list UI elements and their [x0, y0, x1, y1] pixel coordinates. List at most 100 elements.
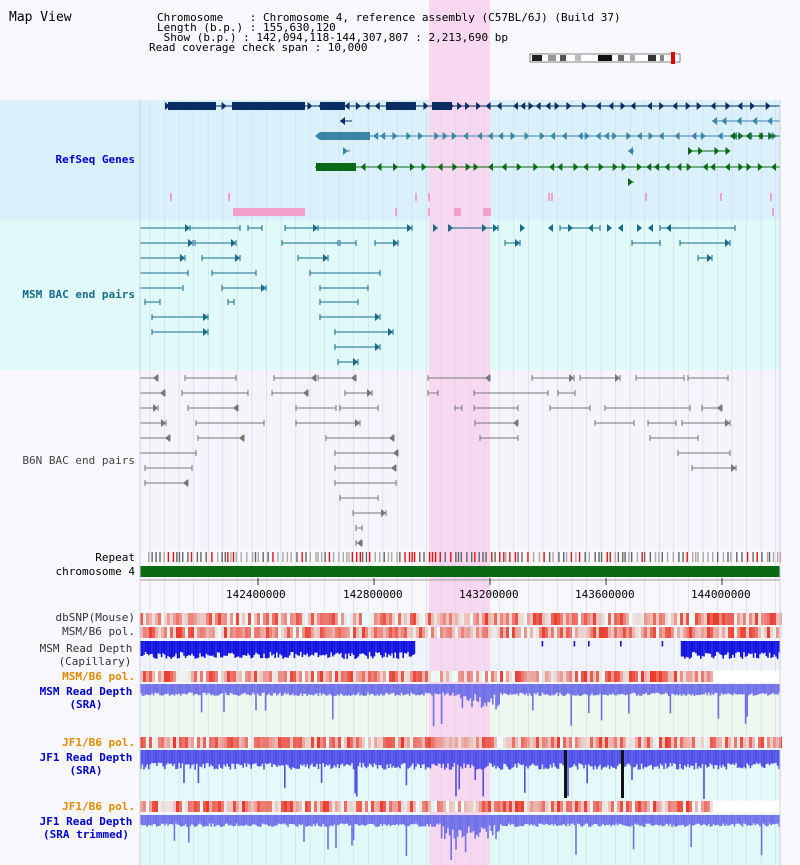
msm-sra-depth-bar [511, 684, 513, 695]
track-label-refseq[interactable]: RefSeq Genes [55, 153, 135, 166]
track-label-jf1-depth-sra-2[interactable]: (SRA) [69, 764, 103, 777]
track-label-jf1-b6-pol[interactable]: JF1/B6 pol. [62, 736, 135, 749]
msm-sra-depth-bar [151, 684, 153, 694]
msm-pol-heat-cell [743, 627, 746, 638]
jf1-trim-depth-bar [764, 815, 766, 825]
jf1-sra-depth-bar [389, 750, 392, 764]
msm-sra-depth-bar [535, 684, 537, 695]
jf1-pol2-heat-cell [488, 801, 491, 812]
dbsnp-heat-cell [215, 613, 218, 625]
msm-capillary-depth-bar [320, 641, 323, 656]
jf1-sra-depth-bar [288, 750, 291, 768]
jf1-trim-depth-bar [173, 815, 176, 841]
jf1-sra-depth-bar [183, 750, 185, 784]
jf1-sra-depth-bar [669, 750, 672, 764]
bac-end-marker [261, 284, 266, 292]
dbsnp-heat-cell [644, 613, 647, 625]
msm-sra-depth-bar [517, 684, 520, 696]
jf1-pol2-heat-cell [614, 801, 617, 812]
msm-sra-depth-bar [242, 684, 244, 694]
repeat-element [485, 552, 487, 562]
msm-pol2-heat-cell [398, 671, 401, 682]
msm-pol2-heat-cell [746, 671, 749, 682]
track-label-msm-depth-sra-1[interactable]: MSM Read Depth [39, 685, 133, 698]
dbsnp-heat-cell [722, 613, 725, 625]
dbsnp-heat-cell [194, 613, 197, 625]
msm-capillary-depth-bar [696, 641, 699, 656]
jf1-pol-heat-cell [656, 737, 659, 748]
msm-pol-heat-cell [239, 627, 242, 638]
jf1-pol2-heat-cell [659, 801, 662, 812]
jf1-sra-depth-bar [503, 750, 505, 764]
jf1-sra-depth-bar [538, 750, 540, 770]
msm-sra-depth-bar [452, 684, 454, 693]
track-label-msm-b6-pol-2[interactable]: MSM/B6 pol. [62, 670, 135, 683]
msm-pol2-heat-cell [518, 671, 521, 682]
track-label-b6n-bac[interactable]: B6N BAC end pairs [22, 454, 135, 467]
repeat-element [217, 552, 219, 562]
msm-sra-depth-bar [328, 684, 331, 694]
track-label-msm-depth-sra-2[interactable]: (SRA) [69, 698, 103, 711]
jf1-sra-depth-bar [508, 750, 510, 770]
msm-pol-heat-cell [539, 627, 542, 638]
msm-capillary-depth-bar [386, 641, 388, 658]
jf1-pol2-heat-cell [719, 801, 722, 812]
msm-sra-depth-bar [600, 684, 603, 721]
track-label-msm-depth-capillary-2[interactable]: (Capillary) [58, 655, 132, 668]
gene-exon-arrow [584, 132, 590, 140]
track-label-repeat[interactable]: Repeat [95, 551, 135, 564]
jf1-sra-depth-bar [255, 750, 257, 764]
msm-pol2-heat-cell [488, 671, 491, 682]
msm-pol2-heat-cell [752, 671, 755, 682]
gene-exon-arrow [510, 132, 516, 140]
jf1-sra-depth-bar [245, 750, 248, 767]
msm-sra-depth-bar [736, 684, 739, 695]
gene-exon-arrow [730, 132, 735, 140]
jf1-trim-depth-bar [685, 815, 688, 827]
jf1-trim-depth-bar [696, 815, 699, 824]
track-label-jf1-depth-trim-1[interactable]: JF1 Read Depth [39, 815, 133, 828]
msm-pol2-heat-cell [275, 671, 278, 682]
jf1-sra-depth-bar [397, 750, 400, 767]
repeat-element [396, 552, 398, 562]
track-label-msm-depth-capillary-1[interactable]: MSM Read Depth [39, 642, 133, 655]
msm-capillary-depth-bar [164, 641, 166, 655]
jf1-sra-depth-bar [776, 750, 779, 766]
msm-capillary-depth-bar [298, 641, 300, 656]
repeat-element [346, 552, 348, 562]
jf1-pol-heat-cell [161, 737, 164, 748]
msm-sra-depth-bar [698, 684, 700, 695]
msm-pol2-heat-cell [635, 671, 638, 682]
jf1-trim-depth-bar [258, 815, 260, 827]
jf1-pol2-heat-cell [491, 801, 494, 812]
track-label-msm-bac[interactable]: MSM BAC end pairs [22, 288, 135, 301]
jf1-pol2-heat-cell [527, 801, 530, 812]
msm-sra-depth-bar [160, 684, 163, 696]
gene-exon-arrow [498, 132, 504, 140]
msm-pol2-heat-cell [350, 671, 353, 682]
msm-capillary-depth-bar [712, 641, 715, 659]
track-label-msm-b6-pol[interactable]: MSM/B6 pol. [62, 625, 135, 638]
msm-pol-heat-cell [377, 627, 380, 638]
jf1-trim-depth-bar [242, 815, 244, 826]
jf1-trim-depth-bar [392, 815, 395, 825]
jf1-trim-depth-bar [596, 815, 598, 825]
msm-sra-depth-bar [666, 684, 668, 694]
jf1-trim-depth-bar [528, 815, 531, 826]
jf1-pol2-heat-cell [482, 801, 485, 812]
track-label-jf1-b6-pol-2[interactable]: JF1/B6 pol. [62, 800, 135, 813]
msm-pol-heat-cell [509, 627, 512, 638]
msm-sra-depth-bar [431, 684, 433, 696]
dbsnp-heat-cell [707, 613, 710, 625]
msm-pol-heat-cell [398, 627, 401, 638]
msm-sra-depth-bar [165, 684, 168, 694]
track-label-jf1-depth-trim-2[interactable]: (SRA trimmed) [42, 828, 130, 841]
track-label-dbsnp[interactable]: dbSNP(Mouse) [55, 611, 135, 624]
jf1-trim-depth-bar [328, 815, 331, 827]
jf1-pol-heat-cell [419, 737, 422, 748]
msm-capillary-depth-bar [151, 641, 153, 654]
track-label-chromosome[interactable]: chromosome 4 [55, 565, 135, 578]
track-label-jf1-depth-sra-1[interactable]: JF1 Read Depth [39, 751, 133, 764]
